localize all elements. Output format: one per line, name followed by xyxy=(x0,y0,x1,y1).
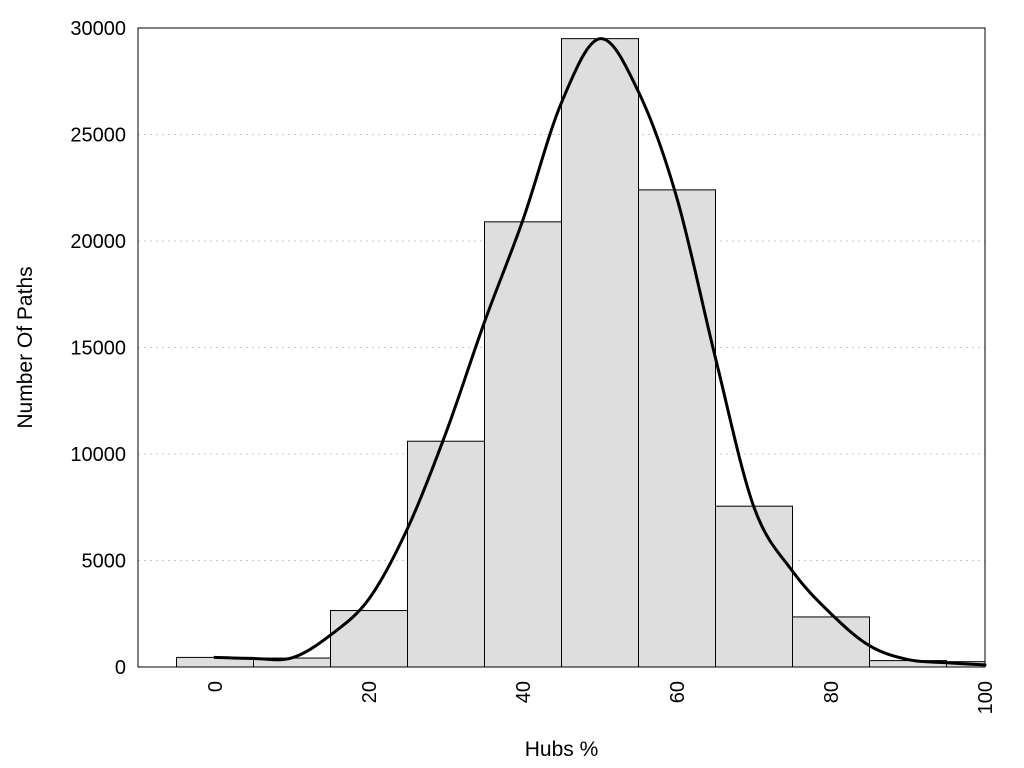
y-tick-label: 30000 xyxy=(70,18,126,40)
y-tick-label: 25000 xyxy=(70,125,126,147)
plot-frame xyxy=(137,27,986,668)
density-curve xyxy=(213,37,987,667)
histogram-bar xyxy=(792,616,870,668)
x-tick-label: 60 xyxy=(667,681,689,703)
histogram-bar xyxy=(561,38,639,668)
histogram-bar xyxy=(407,440,485,668)
x-axis-title: Hubs % xyxy=(525,738,599,761)
y-tick-label: 5000 xyxy=(82,551,127,573)
y-tick-label: 15000 xyxy=(70,338,126,360)
bars xyxy=(176,38,986,668)
y-tick-label: 0 xyxy=(115,657,126,679)
y-tick-label: 10000 xyxy=(70,444,126,466)
x-tick-label: 80 xyxy=(821,681,843,703)
x-axis-ticks: 0 20 40 60 80 100 xyxy=(205,681,997,714)
x-tick-label: 40 xyxy=(513,681,535,703)
x-tick-label: 100 xyxy=(975,681,997,714)
histogram-bar xyxy=(484,221,562,668)
histogram-bar xyxy=(715,505,793,668)
x-tick-label: 20 xyxy=(359,681,381,703)
histogram-bar xyxy=(330,610,408,668)
y-tick-label: 20000 xyxy=(70,231,126,253)
x-tick-label: 0 xyxy=(205,681,227,692)
histogram-bar xyxy=(638,189,716,668)
y-axis-title: Number Of Paths xyxy=(14,266,37,428)
y-axis-ticks: 0 5000 10000 15000 20000 25000 30000 xyxy=(70,18,126,679)
